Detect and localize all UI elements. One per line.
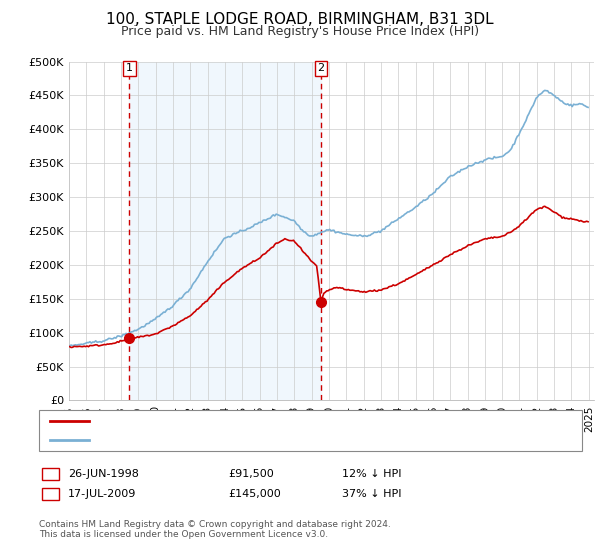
Text: 1: 1: [126, 63, 133, 73]
Text: 26-JUN-1998: 26-JUN-1998: [68, 469, 139, 479]
Text: £91,500: £91,500: [228, 469, 274, 479]
Text: 100, STAPLE LODGE ROAD, BIRMINGHAM, B31 3DL (detached house): 100, STAPLE LODGE ROAD, BIRMINGHAM, B31 …: [96, 417, 454, 426]
Text: Contains HM Land Registry data © Crown copyright and database right 2024.
This d: Contains HM Land Registry data © Crown c…: [39, 520, 391, 539]
Text: 12% ↓ HPI: 12% ↓ HPI: [342, 469, 401, 479]
Bar: [129, 62, 321, 400]
Text: 2: 2: [317, 63, 325, 73]
Text: Price paid vs. HM Land Registry's House Price Index (HPI): Price paid vs. HM Land Registry's House …: [121, 25, 479, 38]
Text: 2: 2: [47, 489, 54, 499]
Text: HPI: Average price, detached house, Birmingham: HPI: Average price, detached house, Birm…: [96, 435, 353, 445]
Text: £145,000: £145,000: [228, 489, 281, 499]
Text: 1: 1: [47, 469, 54, 479]
Text: 17-JUL-2009: 17-JUL-2009: [68, 489, 136, 499]
Text: 100, STAPLE LODGE ROAD, BIRMINGHAM, B31 3DL: 100, STAPLE LODGE ROAD, BIRMINGHAM, B31 …: [106, 12, 494, 27]
Text: 37% ↓ HPI: 37% ↓ HPI: [342, 489, 401, 499]
